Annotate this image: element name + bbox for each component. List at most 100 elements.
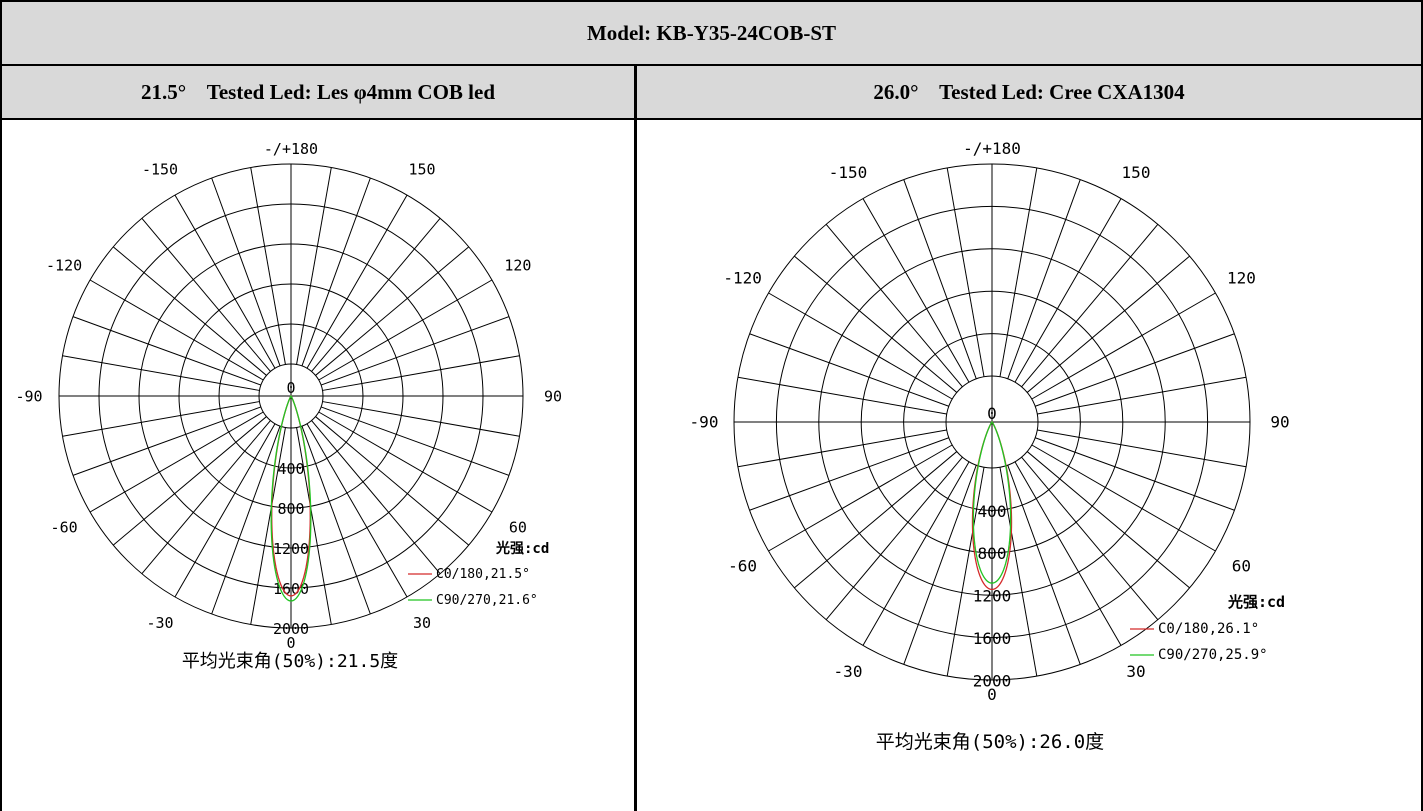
polar-spoke	[62, 355, 260, 391]
polar-spoke	[315, 416, 470, 546]
polar-spoke	[794, 451, 958, 589]
polar-spoke	[112, 246, 267, 376]
polar-spoke	[1031, 292, 1216, 400]
polar-spoke	[301, 425, 371, 615]
polar-spoke	[903, 179, 977, 379]
polar-spoke	[1014, 461, 1122, 646]
legend-entry: C0/180,21.5°	[436, 567, 530, 582]
legend-entry: C90/270,21.6°	[436, 593, 538, 608]
polar-spoke	[903, 465, 977, 665]
row-divider-2	[0, 118, 1423, 120]
polar-spoke	[211, 177, 281, 367]
polar-spoke	[72, 316, 262, 386]
row-divider-1	[0, 64, 1423, 66]
polar-spoke	[768, 292, 953, 400]
angle-tick-label: -90	[15, 387, 42, 405]
polar-spoke	[1026, 255, 1190, 393]
angle-tick-label: 0	[286, 634, 295, 652]
polar-spoke	[1037, 376, 1247, 415]
angle-tick-label: -150	[142, 160, 178, 178]
model-title-band	[2, 2, 1421, 64]
polar-spoke	[1035, 437, 1235, 511]
polar-spoke	[311, 420, 441, 575]
polar-spoke	[141, 217, 271, 372]
angle-tick-label: 90	[1270, 413, 1289, 432]
polar-spoke	[315, 246, 470, 376]
angle-tick-label: -30	[146, 614, 173, 632]
polar-spoke	[211, 425, 281, 615]
polar-spoke	[946, 467, 985, 677]
radial-tick-label: 2000	[973, 671, 1012, 690]
polar-spoke	[320, 316, 510, 386]
beam-angle-summary-left: 平均光束角(50%):21.5度	[182, 651, 398, 672]
polar-spoke	[318, 279, 493, 381]
panel-heading-band-left	[2, 66, 634, 118]
border-left	[0, 0, 2, 811]
angle-tick-label: 60	[509, 518, 527, 536]
polar-spoke	[737, 376, 947, 415]
polar-spoke	[296, 167, 332, 365]
polar-spoke	[320, 406, 510, 476]
polar-spoke	[250, 427, 286, 625]
polar-spoke	[825, 456, 963, 620]
angle-tick-label: 120	[504, 256, 531, 274]
radial-tick-label: 1600	[973, 629, 1012, 648]
polar-spoke	[1014, 198, 1122, 383]
polar-spoke	[1007, 465, 1081, 665]
polar-spoke	[1026, 451, 1190, 589]
panel-heading-band-right	[637, 66, 1421, 118]
polar-spoke	[322, 355, 520, 391]
angle-tick-label: 60	[1232, 557, 1251, 576]
polar-spoke	[311, 217, 441, 372]
polar-spoke	[862, 461, 970, 646]
polar-spoke	[89, 279, 264, 381]
polar-spoke	[737, 429, 947, 468]
angle-tick-label: -150	[829, 163, 868, 182]
polar-spoke	[749, 437, 949, 511]
polar-spoke	[250, 167, 286, 365]
polar-spoke	[862, 198, 970, 383]
polar-spoke	[999, 167, 1038, 377]
polar-spoke	[322, 401, 520, 437]
polar-spoke	[89, 411, 264, 513]
polar-spoke	[1037, 429, 1247, 468]
angle-tick-label: -/+180	[264, 140, 318, 158]
polar-spoke	[749, 333, 949, 407]
angle-tick-label: -60	[728, 557, 757, 576]
angle-tick-label: 30	[413, 614, 431, 632]
panel-heading-right: 26.0° Tested Led: Cree CXA1304	[873, 79, 1185, 104]
radial-tick-label: 0	[987, 404, 997, 423]
radial-tick-label: 400	[978, 502, 1007, 521]
angle-tick-label: 150	[408, 160, 435, 178]
angle-tick-label: 90	[544, 387, 562, 405]
polar-spoke	[825, 224, 963, 388]
polar-spoke	[1021, 456, 1159, 620]
polar-spoke	[112, 416, 267, 546]
polar-spoke	[768, 444, 953, 552]
polar-spoke	[306, 194, 408, 369]
angle-tick-label: 30	[1126, 662, 1145, 681]
polar-spoke	[301, 177, 371, 367]
polar-spoke	[1035, 333, 1235, 407]
intensity-curve	[972, 421, 1012, 584]
polar-spoke	[794, 255, 958, 393]
border-top	[0, 0, 1423, 2]
polar-spoke	[999, 467, 1038, 677]
beam-angle-summary-right: 平均光束角(50%):26.0度	[876, 731, 1104, 753]
radial-tick-label: 2000	[273, 620, 309, 638]
border-right	[1421, 0, 1423, 811]
polar-spoke	[174, 194, 276, 369]
polar-spoke	[1007, 179, 1081, 379]
unit-label: 光强:cd	[495, 540, 549, 557]
polar-spoke	[1021, 224, 1159, 388]
radial-tick-label: 1200	[973, 587, 1012, 606]
legend-entry: C90/270,25.9°	[1158, 647, 1268, 663]
polar-spoke	[141, 420, 271, 575]
radial-tick-label: 800	[978, 544, 1007, 563]
polar-spoke	[62, 401, 260, 437]
intensity-curve	[270, 394, 312, 602]
polar-spoke	[946, 167, 985, 377]
panel-heading-left: 21.5° Tested Led: Les φ4mm COB led	[140, 79, 496, 104]
column-divider	[634, 64, 637, 811]
